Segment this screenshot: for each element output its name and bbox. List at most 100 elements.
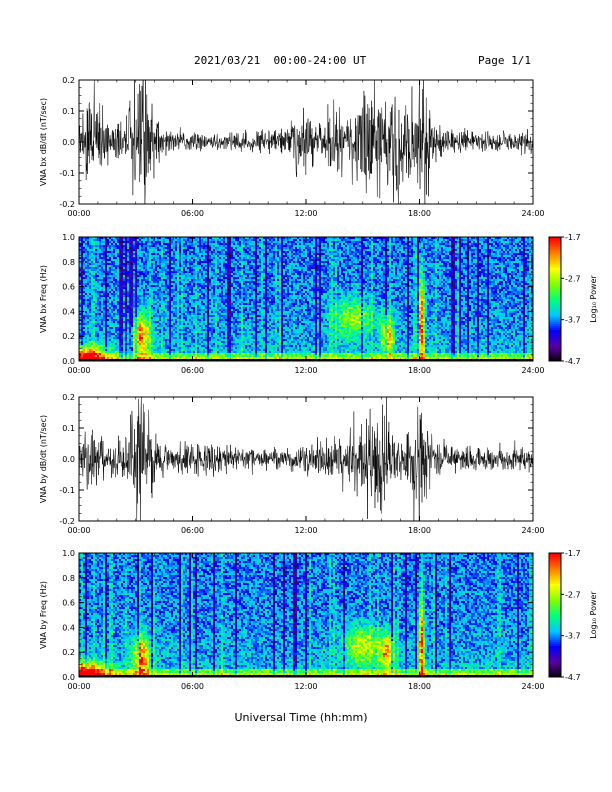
colorbar-swatch [549, 586, 561, 589]
colorbar-swatch [549, 617, 561, 620]
y-axis-label: VNA bx Freq (Hz) [39, 265, 48, 333]
y-tick-label: -0.2 [59, 200, 75, 209]
colorbar-swatch [549, 352, 561, 356]
colorbar-swatch [549, 319, 561, 323]
colorbar-swatch [549, 596, 561, 599]
colorbar-swatch [549, 602, 561, 606]
colorbar-swatch [549, 313, 561, 317]
colorbar-swatch [549, 296, 561, 300]
colorbar-swatch [549, 573, 561, 577]
colorbar-swatch [549, 332, 561, 335]
colorbar-swatch [549, 610, 561, 614]
colorbar-swatch [549, 652, 561, 655]
y-tick-label: 0.4 [62, 307, 75, 316]
colorbar-swatch [549, 633, 561, 637]
colorbar-swatch [549, 249, 561, 252]
colorbar-swatch [549, 674, 561, 678]
x-tick-label: 00:00 [67, 366, 90, 375]
colorbar-swatch [549, 237, 561, 240]
x-tick-label: 06:00 [181, 366, 204, 375]
colorbar-swatch [549, 621, 561, 624]
colorbar-swatch [549, 555, 561, 558]
colorbar-swatch [549, 299, 561, 302]
colorbar-swatch [549, 579, 561, 583]
y-tick-label: 0.1 [62, 424, 75, 433]
colorbar-swatch [549, 639, 561, 643]
colorbar-swatch [549, 259, 561, 263]
y-tick-label: 0.4 [62, 623, 75, 632]
colorbar-swatch [549, 571, 561, 575]
x-tick-label: 18:00 [408, 526, 431, 535]
panel-by-derivative: 0.2 0.1 0.0 -0.1 -0.200:00 06:00 12:00 18:00 24:… [39, 393, 545, 535]
x-tick-label: 06:00 [181, 682, 204, 691]
colorbar-frame [548, 236, 562, 362]
panel-bx-spectrogram: 1.0 0.8 0.6 0.4 0.2 0.000:00 06:00 12:00 18:00 24… [39, 233, 545, 375]
x-tick-label: 12:00 [294, 682, 317, 691]
y-tick-label: 0.2 [62, 76, 75, 85]
x-tick-label: 24:00 [521, 526, 544, 535]
colorbar-swatch [549, 336, 561, 339]
colorbar-swatch [549, 346, 561, 350]
colorbar-swatch [549, 330, 561, 333]
colorbar-swatch [549, 646, 561, 649]
x-tick-label: 12:00 [294, 526, 317, 535]
colorbar-swatch [549, 305, 561, 308]
colorbar-swatch [549, 350, 561, 354]
colorbar-frame [548, 552, 562, 678]
x-tick-label: 00:00 [67, 526, 90, 535]
colorbar-swatch [549, 317, 561, 321]
colorbar-swatch [549, 294, 561, 298]
colorbar-swatch [549, 290, 561, 294]
colorbar-swatch [549, 303, 561, 306]
colorbar-swatch [549, 584, 561, 587]
colorbar-swatch [549, 604, 561, 608]
colorbar-swatch [549, 658, 561, 661]
colorbar-swatch [549, 292, 561, 296]
colorbar-swatch [549, 654, 561, 657]
colorbar-swatch [549, 563, 561, 566]
colorbar-tick-label: -1.7 [565, 549, 581, 558]
colorbar-swatch [549, 286, 561, 290]
colorbar-swatch [549, 338, 561, 341]
colorbar: -1.7 -2.7 -3.7 -4.7 Log₁₀ Power [548, 233, 598, 366]
colorbar-swatch [549, 668, 561, 672]
x-tick-label: 12:00 [294, 366, 317, 375]
x-tick-label: 00:00 [67, 209, 90, 218]
colorbar-swatch [549, 565, 561, 568]
colorbar-swatch [549, 270, 561, 273]
y-tick-label: -0.2 [59, 517, 75, 526]
colorbar-swatch [549, 358, 561, 362]
colorbar-swatch [549, 261, 561, 265]
y-tick-label: 0.2 [62, 648, 75, 657]
colorbar-swatch [549, 666, 561, 670]
colorbar-swatch [549, 662, 561, 666]
colorbar-swatch [549, 608, 561, 612]
colorbar-label: Log₁₀ Power [589, 591, 598, 639]
colorbar-swatch [549, 257, 561, 261]
colorbar-swatch [549, 251, 561, 255]
colorbar-swatch [549, 311, 561, 314]
plot-frame [78, 396, 534, 522]
x-tick-label: 00:00 [67, 682, 90, 691]
colorbar-swatch [549, 315, 561, 319]
y-axis-label: VNA bx dB/dt (nT/sec) [39, 98, 48, 186]
colorbar-swatch [549, 561, 561, 564]
y-tick-label: 0.6 [62, 283, 75, 292]
colorbar-swatch [549, 325, 561, 329]
colorbar-tick-label: -3.7 [565, 316, 581, 325]
colorbar-swatch [549, 265, 561, 269]
y-tick-label: 0.6 [62, 599, 75, 608]
colorbar-swatch [549, 557, 561, 560]
colorbar-swatch [549, 340, 561, 343]
y-tick-label: -0.1 [59, 486, 75, 495]
spectrogram-image [79, 237, 533, 361]
y-axis-label: VNA by Freq (Hz) [39, 581, 48, 649]
colorbar-swatch [549, 598, 561, 602]
colorbar-swatch [549, 635, 561, 639]
waveform-trace [78, 79, 534, 205]
colorbar-swatch [549, 577, 561, 581]
colorbar-swatch [549, 553, 561, 556]
spectrogram-image [79, 553, 533, 677]
colorbar-swatch [549, 623, 561, 626]
